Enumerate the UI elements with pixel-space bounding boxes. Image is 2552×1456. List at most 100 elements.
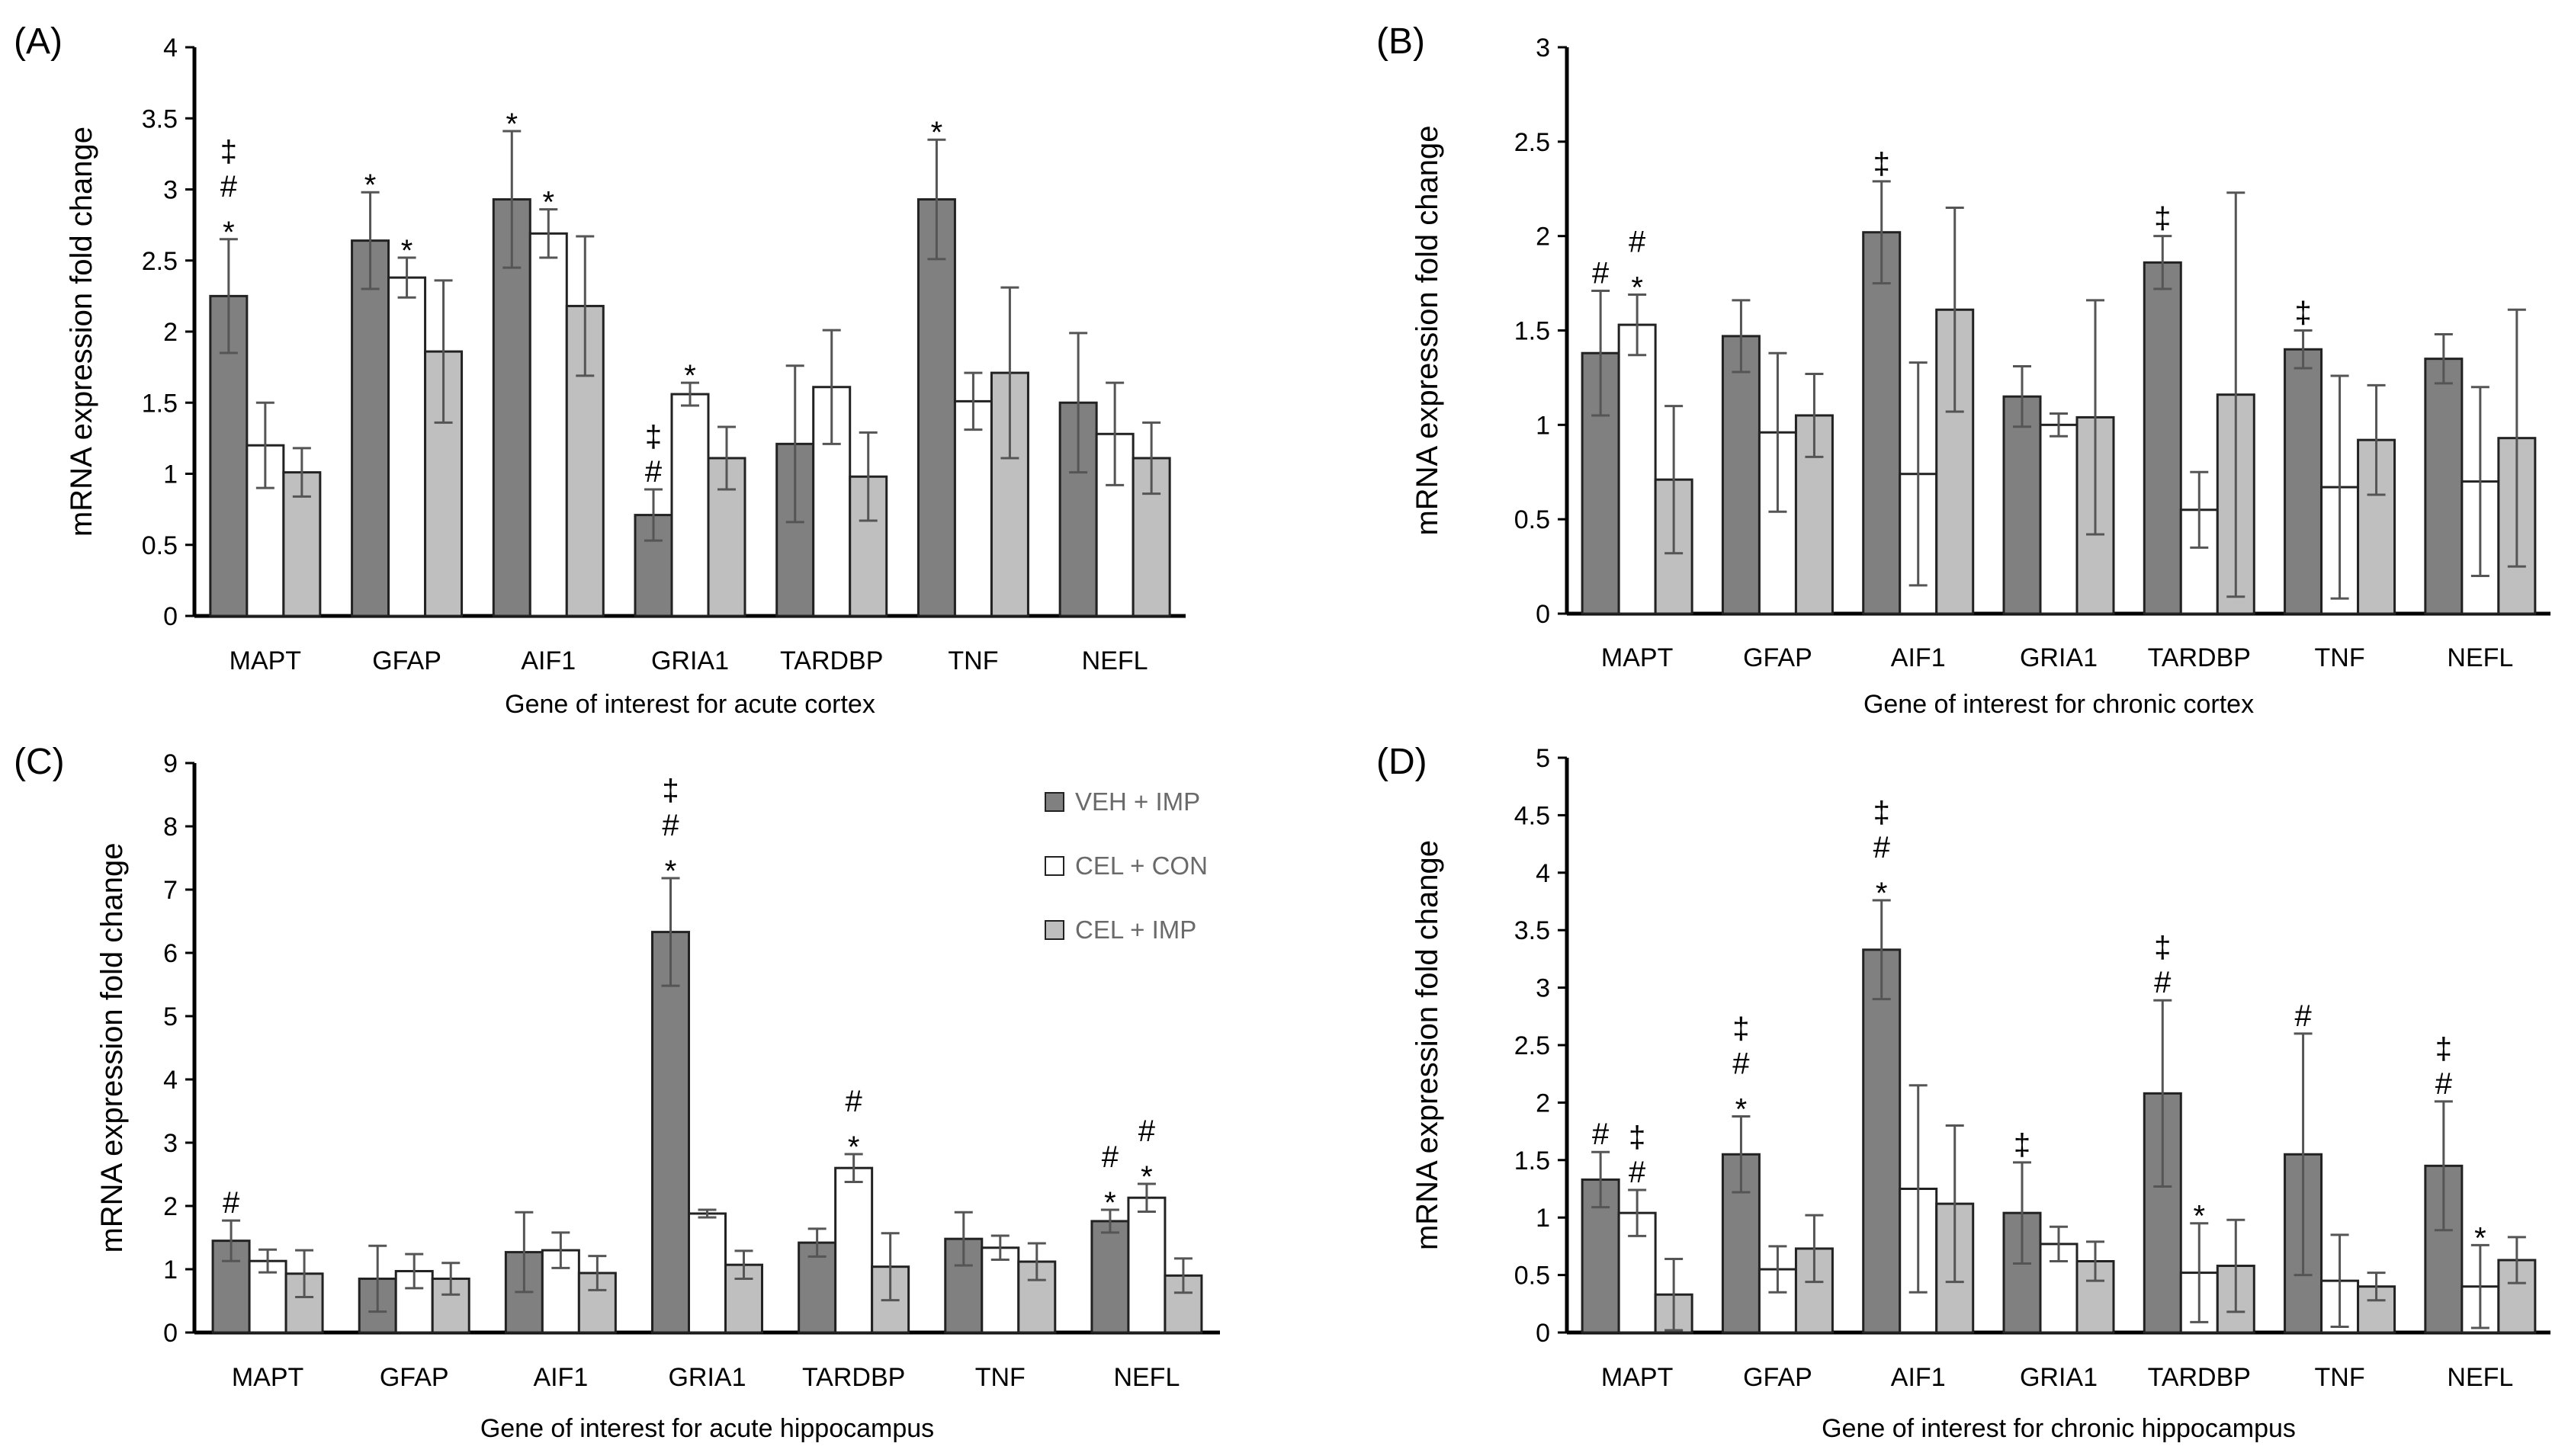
- x-tick-label: TNF: [948, 646, 998, 675]
- significance-marker: ‡: [1629, 1121, 1645, 1154]
- y-tick-label: 5: [1536, 744, 1550, 773]
- y-axis-label: mRNA expression fold change: [95, 842, 129, 1252]
- significance-marker: *: [2474, 1221, 2486, 1255]
- legend-swatch-cel-con: [1045, 856, 1064, 876]
- x-tick-label: MAPT: [232, 1363, 303, 1392]
- significance-marker: *: [848, 1130, 860, 1164]
- y-tick-label: 4: [163, 1066, 178, 1095]
- bar: [916, 198, 956, 617]
- bar: [2424, 1164, 2464, 1334]
- x-tick-label: AIF1: [533, 1363, 588, 1392]
- legend-label-veh-imp: VEH + IMP: [1075, 787, 1201, 816]
- significance-marker: ‡: [2154, 202, 2171, 236]
- significance-marker: #: [1873, 831, 1891, 864]
- y-tick-label: 1.5: [1514, 317, 1550, 346]
- panel-label: (D): [1376, 742, 1427, 782]
- y-tick-label: 3: [1536, 34, 1550, 63]
- x-tick-label: AIF1: [521, 646, 576, 675]
- significance-marker: ‡: [2014, 1128, 2030, 1162]
- significance-marker: #: [645, 455, 663, 489]
- significance-marker: *: [401, 234, 413, 268]
- chart-panel-d: (D) 0 0.5 1 1.5 2 2.5 3 3.5 4 4.5 5 mRNA expression …: [1376, 742, 2550, 1443]
- chart-panel-c: (C) 0 1 2 3 4 5 6 7 8 9 mRNA expression fold change…: [14, 742, 1220, 1443]
- significance-marker: ‡: [2294, 297, 2311, 330]
- bar: [351, 239, 390, 617]
- panel-label: (C): [14, 742, 65, 782]
- y-tick-label: 0: [163, 1319, 178, 1348]
- x-tick-label: NEFL: [2447, 643, 2513, 672]
- x-tick-label: TNF: [2315, 1363, 2365, 1392]
- bar: [2424, 358, 2464, 615]
- x-tick-label: MAPT: [1601, 1363, 1673, 1392]
- significance-marker: ‡: [1873, 147, 1890, 181]
- y-axis-label: mRNA expression fold change: [65, 127, 98, 537]
- significance-marker: #: [1629, 1156, 1646, 1189]
- significance-marker: ‡: [2154, 931, 2171, 964]
- x-tick-label: GFAP: [380, 1363, 449, 1392]
- x-tick-label: MAPT: [1601, 643, 1673, 672]
- y-tick-label: 2.5: [1514, 1031, 1550, 1060]
- significance-marker: *: [2193, 1200, 2205, 1233]
- bar: [528, 232, 568, 617]
- bar: [1017, 1260, 1057, 1334]
- y-tick-label: 3.5: [1514, 916, 1550, 945]
- legend-swatch-veh-imp: [1045, 792, 1064, 812]
- significance-marker: *: [684, 359, 696, 393]
- significance-marker: #: [2294, 999, 2312, 1033]
- bar: [2039, 423, 2079, 615]
- y-tick-label: 0: [163, 602, 178, 631]
- x-tick-label: AIF1: [1891, 1363, 1946, 1392]
- bar: [834, 1166, 874, 1334]
- bar: [651, 931, 690, 1334]
- bar: [1127, 1196, 1167, 1334]
- significance-marker: ‡: [662, 774, 679, 807]
- y-tick-label: 2: [1536, 1089, 1550, 1118]
- y-tick-label: 0.5: [1514, 505, 1550, 534]
- y-tick-label: 1: [163, 460, 178, 489]
- y-tick-label: 3.5: [142, 104, 178, 133]
- significance-marker: ‡: [1732, 1012, 1749, 1045]
- y-tick-label: 2: [163, 318, 178, 347]
- significance-marker: #: [1102, 1140, 1119, 1174]
- legend-item-cel-con: CEL + CON: [1045, 834, 1273, 898]
- y-tick-label: 3: [1536, 974, 1550, 1003]
- y-tick-label: 1.5: [142, 389, 178, 418]
- significance-marker: *: [1631, 271, 1643, 304]
- significance-marker: ‡: [1873, 796, 1890, 829]
- x-tick-label: NEFL: [2447, 1363, 2513, 1392]
- x-tick-label: MAPT: [230, 646, 301, 675]
- x-tick-label: GRIA1: [2020, 1363, 2098, 1392]
- y-tick-label: 3: [163, 176, 178, 205]
- bar: [953, 399, 993, 617]
- y-tick-label: 4.5: [1514, 801, 1550, 830]
- significance-marker: #: [1629, 225, 1646, 258]
- significance-marker: *: [542, 186, 554, 220]
- x-tick-label: GRIA1: [668, 1363, 746, 1392]
- significance-marker: ‡: [645, 420, 662, 454]
- significance-marker: #: [1138, 1114, 1156, 1148]
- y-tick-label: 2: [1536, 223, 1550, 252]
- x-tick-label: GFAP: [1743, 643, 1812, 672]
- bar: [1862, 948, 1902, 1334]
- x-axis-label: Gene of interest for acute hippocampus: [480, 1414, 934, 1443]
- bar: [1090, 1220, 1130, 1334]
- significance-marker: #: [223, 1186, 240, 1220]
- x-tick-label: TARDBP: [2148, 643, 2251, 672]
- y-tick-label: 9: [163, 749, 178, 778]
- x-tick-label: GFAP: [372, 646, 441, 675]
- x-tick-label: NEFL: [1113, 1363, 1180, 1392]
- bar: [1862, 231, 1902, 615]
- legend-label-cel-con: CEL + CON: [1075, 851, 1208, 880]
- x-axis-label: Gene of interest for chronic hippocampus: [1822, 1414, 2296, 1443]
- y-tick-label: 3: [163, 1129, 178, 1158]
- y-tick-label: 4: [1536, 859, 1550, 888]
- significance-marker: *: [1141, 1160, 1153, 1194]
- bar: [688, 1212, 727, 1334]
- significance-marker: *: [1735, 1092, 1748, 1126]
- significance-marker: #: [2154, 966, 2172, 999]
- y-tick-label: 1: [163, 1256, 178, 1284]
- bar: [1617, 323, 1657, 615]
- significance-marker: *: [665, 855, 677, 888]
- y-tick-label: 8: [163, 813, 178, 842]
- x-tick-label: TARDBP: [780, 646, 883, 675]
